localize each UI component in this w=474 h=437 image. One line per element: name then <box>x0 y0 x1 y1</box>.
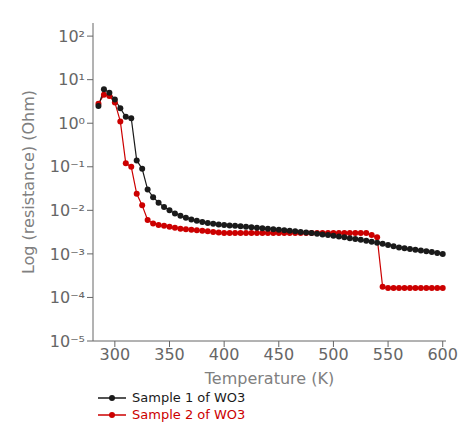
svg-text:400: 400 <box>209 345 240 364</box>
svg-text:10⁻¹: 10⁻¹ <box>50 157 85 176</box>
svg-text:10⁻⁴: 10⁻⁴ <box>50 288 85 307</box>
svg-text:10⁻⁵: 10⁻⁵ <box>50 332 85 351</box>
svg-text:600: 600 <box>427 345 458 364</box>
html-text:Sample 2 of WO3: Sample 2 of WO3 <box>132 407 246 422</box>
svg-text:Log (resistance) (Ohm): Log (resistance) (Ohm) <box>19 90 38 274</box>
svg-text:10⁻²: 10⁻² <box>50 201 85 220</box>
svg-text:10²: 10² <box>58 27 85 46</box>
svg-text:10¹: 10¹ <box>58 70 85 89</box>
svg-text:10⁻³: 10⁻³ <box>50 245 85 264</box>
svg-text:500: 500 <box>318 345 349 364</box>
svg-text:550: 550 <box>373 345 404 364</box>
svg-text:300: 300 <box>100 345 131 364</box>
svg-text:Temperature (K): Temperature (K) <box>204 369 334 388</box>
svg-text:350: 350 <box>154 345 185 364</box>
svg-text:10⁰: 10⁰ <box>58 114 85 133</box>
html-text:Sample 1 of WO3: Sample 1 of WO3 <box>132 390 246 405</box>
svg-text:450: 450 <box>264 345 295 364</box>
